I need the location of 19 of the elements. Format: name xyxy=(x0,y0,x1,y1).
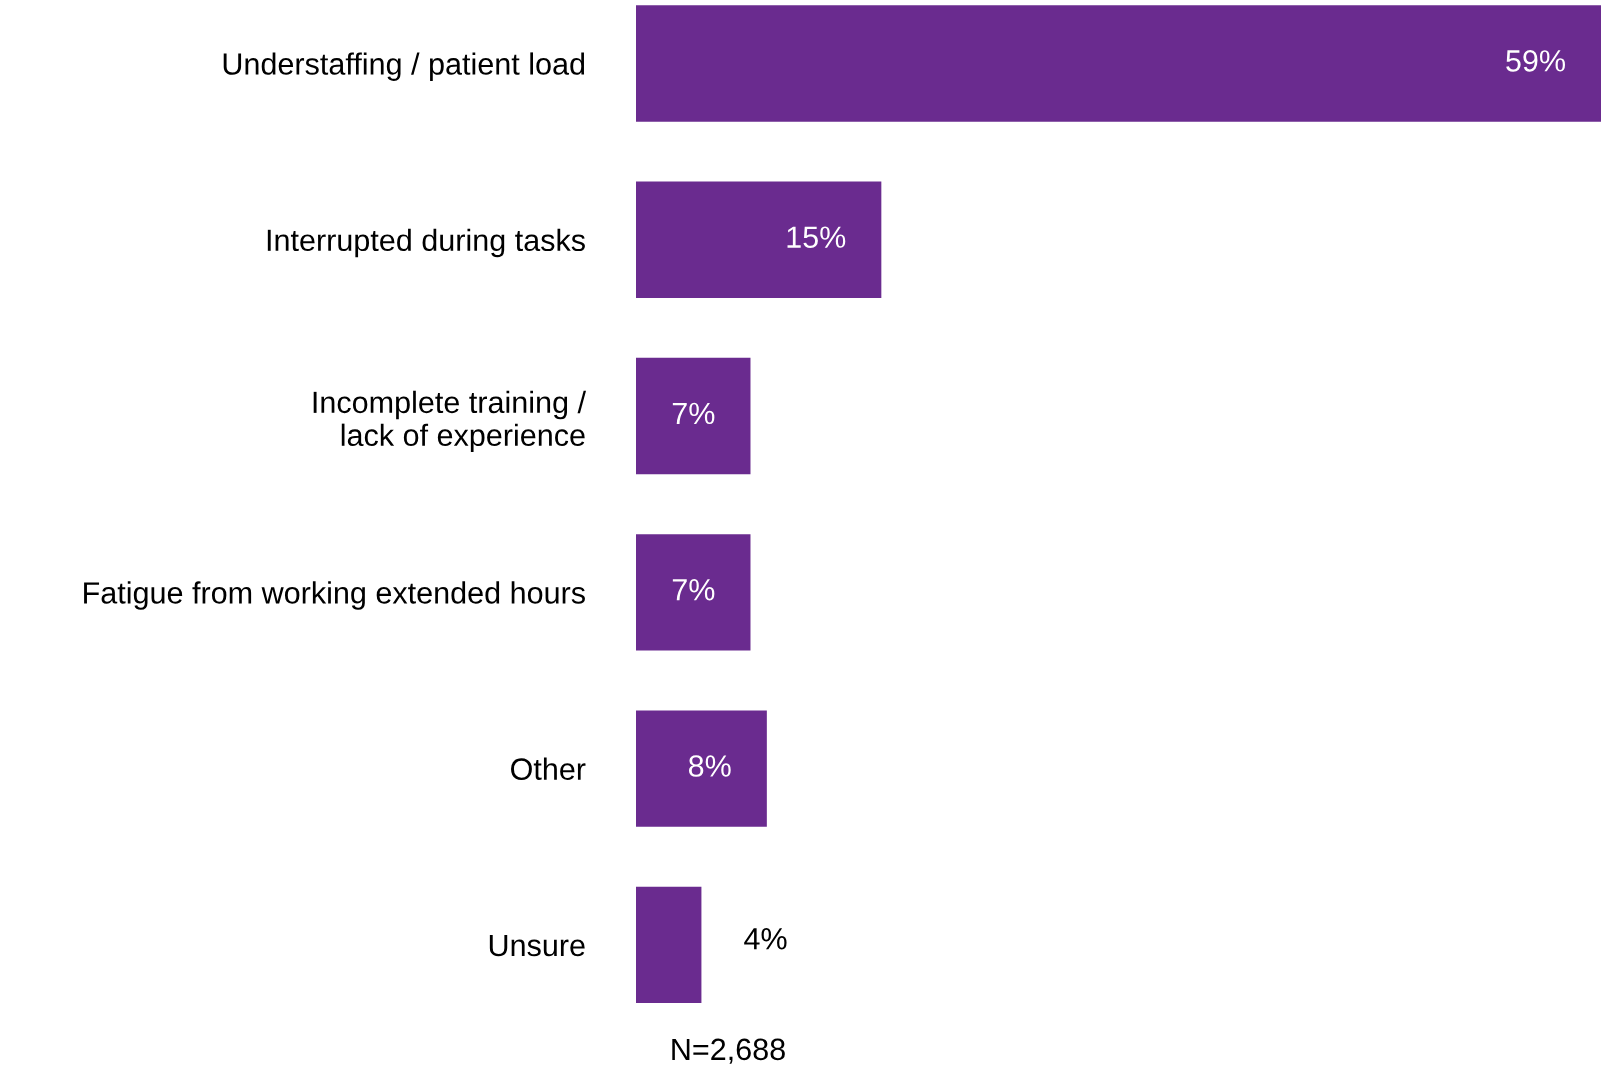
bar xyxy=(636,181,882,298)
data-label: 59% xyxy=(1506,50,1565,72)
bar xyxy=(636,710,767,827)
y-tick-label: Fatigue from working extended hours xyxy=(84,581,585,610)
bar xyxy=(636,534,751,651)
bar xyxy=(636,5,1601,122)
data-label: 7% xyxy=(672,402,715,425)
data-label: 4% xyxy=(744,928,787,950)
y-tick-label: Understaffing / patient load xyxy=(223,52,585,81)
text: N=2,688 xyxy=(672,1038,785,1064)
y-tick-label: Incomplete training / lack of experience xyxy=(313,390,587,453)
y-tick-label: Interrupted during tasks xyxy=(267,228,585,258)
y-tick-label: Unsure xyxy=(489,934,585,957)
bar xyxy=(636,357,751,475)
data-label: 15% xyxy=(787,226,846,248)
y-tick-label: Other xyxy=(511,757,586,780)
data-label: 7% xyxy=(672,579,715,601)
bar xyxy=(636,886,702,1004)
data-label: 8% xyxy=(688,755,731,777)
